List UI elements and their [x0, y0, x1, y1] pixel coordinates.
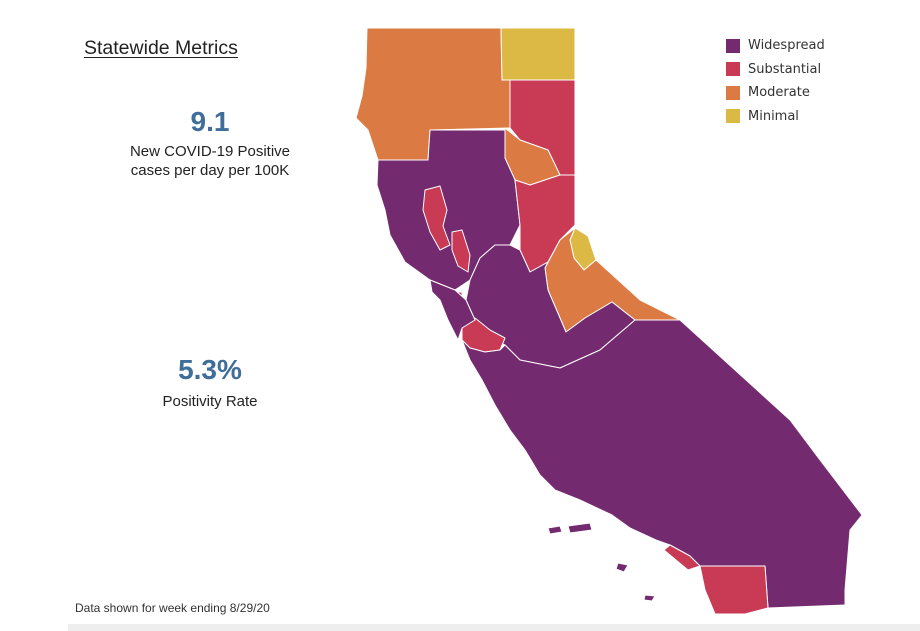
county-region-bay-area[interactable] [429, 279, 476, 341]
county-lake[interactable] [422, 185, 451, 251]
county-modoc[interactable] [500, 27, 576, 81]
new-cases-value: 9.1 [190, 106, 230, 137]
channel-island-3 [615, 562, 629, 573]
county-napa[interactable] [451, 229, 471, 273]
county-region-southern[interactable] [461, 319, 863, 609]
legend-label-substantial: Substantial [748, 61, 822, 77]
positivity-metric: 5.3% Positivity Rate [100, 354, 320, 411]
legend-label-minimal: Minimal [748, 108, 799, 124]
legend-item-moderate[interactable]: Moderate [726, 81, 825, 105]
legend-label-moderate: Moderate [748, 85, 810, 101]
positivity-label: Positivity Rate [162, 393, 258, 410]
channel-island-1 [547, 525, 563, 535]
legend-item-substantial[interactable]: Substantial [726, 58, 825, 82]
footer-bar [68, 624, 920, 631]
channel-island-4 [643, 594, 656, 602]
new-cases-metric: 9.1 New COVID-19 Positive cases per day … [100, 106, 320, 180]
legend-swatch-moderate [726, 85, 740, 100]
legend-label-widespread: Widespread [748, 38, 825, 54]
new-cases-label: New COVID-19 Positive cases per day per … [129, 143, 291, 179]
channel-island-2 [567, 522, 593, 534]
data-date-note: Data shown for week ending 8/29/20 [75, 601, 270, 615]
tier-legend: Widespread Substantial Moderate Minimal [726, 34, 825, 128]
positivity-value: 5.3% [178, 354, 242, 385]
legend-item-minimal[interactable]: Minimal [726, 105, 825, 129]
county-imperial[interactable] [699, 565, 769, 615]
legend-swatch-minimal [726, 109, 740, 124]
county-orange[interactable] [663, 544, 701, 571]
section-title: Statewide Metrics [84, 37, 238, 59]
legend-item-widespread[interactable]: Widespread [726, 34, 825, 58]
legend-swatch-substantial [726, 62, 740, 77]
legend-swatch-widespread [726, 38, 740, 53]
